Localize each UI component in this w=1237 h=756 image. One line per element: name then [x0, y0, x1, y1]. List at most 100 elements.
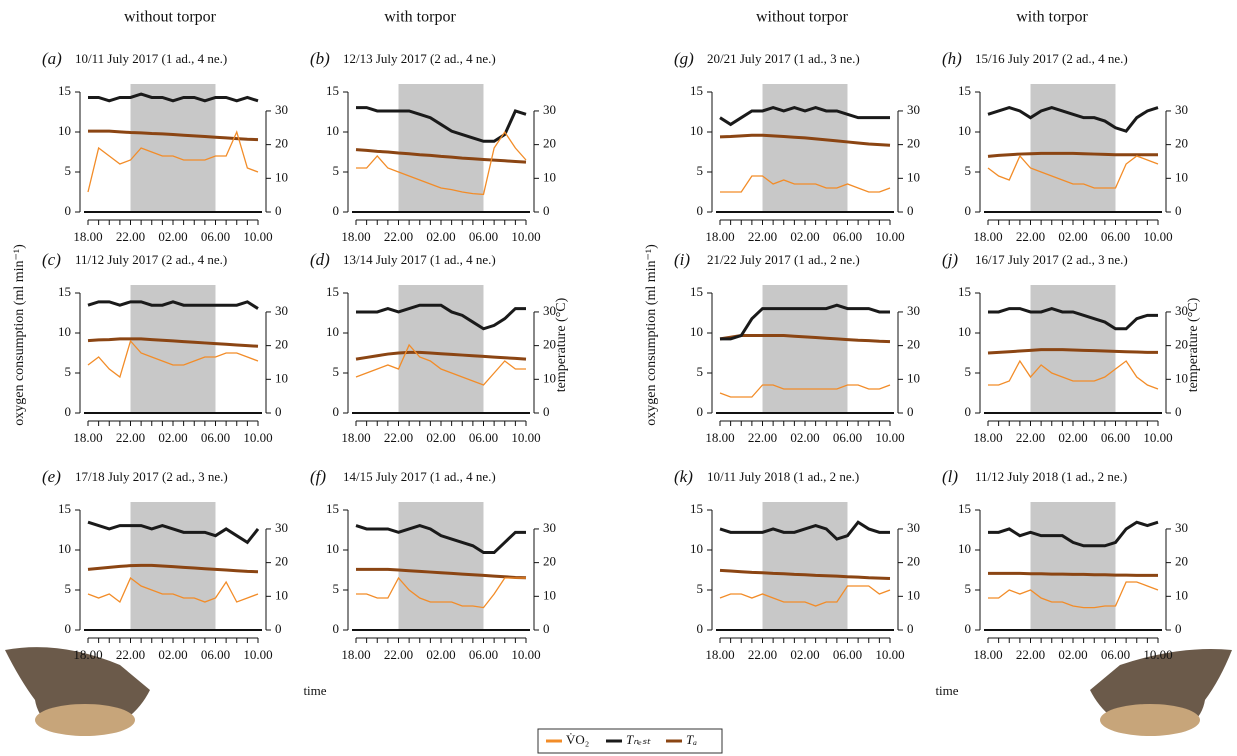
- y2-tick-label: 0: [543, 203, 550, 218]
- x-tick-label: 06.00: [833, 229, 862, 244]
- y-tick-label: 0: [965, 404, 972, 419]
- y-tick-label: 0: [333, 621, 340, 636]
- series-line: [87, 339, 259, 379]
- y2-tick-label: 0: [907, 621, 914, 636]
- y-axis-label: oxygen consumption (ml min⁻¹): [644, 244, 659, 426]
- y-tick-label: 10: [690, 123, 703, 138]
- y2-tick-label: 10: [543, 587, 556, 602]
- series-line: [356, 130, 527, 196]
- series-line: [87, 576, 259, 604]
- x-tick-label: 10.00: [1143, 647, 1172, 662]
- x-tick-label: 18.00: [73, 229, 102, 244]
- x-axis-label: time: [303, 683, 326, 698]
- x-tick-label: 18.00: [341, 647, 370, 662]
- x-tick-label: 02.00: [426, 229, 455, 244]
- series-line: [988, 307, 1158, 331]
- night-shade: [398, 84, 484, 212]
- y-tick-label: 15: [326, 284, 339, 299]
- y2-tick-label: 30: [1175, 102, 1188, 117]
- x-tick-label: 18.00: [73, 430, 102, 445]
- x-tick-label: 02.00: [790, 430, 819, 445]
- x-tick-label: 10.00: [1143, 430, 1172, 445]
- y2-tick-label: 0: [543, 404, 550, 419]
- column-header: without torpor: [124, 9, 217, 26]
- series-line: [988, 359, 1159, 390]
- bird-left: [5, 647, 150, 736]
- y2-tick-label: 10: [1175, 587, 1188, 602]
- x-tick-label: 02.00: [790, 229, 819, 244]
- x-tick-label: 10.00: [511, 647, 540, 662]
- x-tick-label: 06.00: [469, 430, 498, 445]
- series-line: [87, 563, 259, 574]
- y-tick-label: 10: [958, 324, 971, 339]
- x-tick-label: 10.00: [243, 430, 272, 445]
- series-line: [719, 133, 891, 147]
- panel-label: (k): [674, 467, 693, 486]
- series-line: [355, 343, 526, 386]
- x-tick-label: 06.00: [469, 647, 498, 662]
- y2-tick-label: 0: [907, 203, 914, 218]
- series-line: [356, 106, 527, 143]
- y-tick-label: 0: [697, 404, 704, 419]
- x-tick-label: 18.00: [973, 430, 1002, 445]
- y-tick-label: 10: [958, 541, 971, 556]
- y2-tick-label: 10: [907, 587, 920, 602]
- panel-label: (f): [310, 467, 326, 486]
- x-tick-label: 22.00: [1016, 430, 1045, 445]
- y2-tick-label: 30: [275, 520, 288, 535]
- y-tick-label: 15: [958, 284, 971, 299]
- series-line: [355, 148, 527, 164]
- y2-tick-label: 30: [543, 520, 556, 535]
- y2-tick-label: 20: [1175, 337, 1188, 352]
- panel-label: (a): [42, 49, 62, 68]
- night-shade: [1030, 84, 1116, 212]
- legend-box: [537, 728, 723, 754]
- x-tick-label: 06.00: [833, 430, 862, 445]
- x-tick-label: 22.00: [748, 229, 777, 244]
- y2-axis-label: temperature (°C): [554, 297, 569, 392]
- x-tick-label: 02.00: [158, 647, 187, 662]
- y2-tick-label: 30: [275, 303, 288, 318]
- y2-tick-label: 20: [907, 337, 920, 352]
- legend-label: V̇O₂: [566, 732, 589, 747]
- series-line: [356, 567, 527, 580]
- panel-label: (g): [674, 49, 694, 68]
- x-tick-label: 22.00: [1016, 229, 1045, 244]
- x-tick-label: 02.00: [1058, 647, 1087, 662]
- series-line: [720, 303, 890, 341]
- x-tick-label: 06.00: [201, 647, 230, 662]
- panel-title: 12/13 July 2017 (2 ad., 4 ne.): [343, 51, 496, 66]
- legend-label: Tₙₑₛₜ: [626, 732, 652, 747]
- y2-tick-label: 20: [275, 136, 288, 151]
- panel-title: 14/15 July 2017 (1 ad., 4 ne.): [343, 469, 496, 484]
- series-line: [719, 106, 890, 127]
- y-tick-label: 5: [965, 163, 972, 178]
- x-tick-label: 18.00: [341, 430, 370, 445]
- panel-label: (h): [942, 49, 962, 68]
- y2-tick-label: 30: [907, 520, 920, 535]
- x-tick-label: 10.00: [875, 647, 904, 662]
- x-axis-label: time: [935, 683, 958, 698]
- x-tick-label: 22.00: [116, 229, 145, 244]
- series-line: [987, 151, 1158, 158]
- y-tick-label: 0: [65, 203, 72, 218]
- x-tick-label: 18.00: [73, 647, 102, 662]
- x-tick-label: 10.00: [243, 647, 272, 662]
- x-tick-label: 10.00: [511, 229, 540, 244]
- x-tick-label: 02.00: [1058, 430, 1087, 445]
- column-header: with torpor: [1016, 9, 1088, 26]
- night-shade: [130, 84, 216, 212]
- y2-tick-label: 20: [907, 554, 920, 569]
- panel-label: (e): [42, 467, 61, 486]
- x-tick-label: 02.00: [1058, 229, 1087, 244]
- y-tick-label: 0: [697, 621, 704, 636]
- night-shade: [398, 502, 484, 630]
- y-tick-label: 5: [65, 364, 72, 379]
- x-tick-label: 10.00: [1143, 229, 1172, 244]
- y-tick-label: 15: [326, 501, 339, 516]
- series-line: [719, 520, 890, 541]
- panel-label: (d): [310, 250, 330, 269]
- panel-title: 11/12 July 2017 (2 ad., 4 ne.): [75, 252, 227, 267]
- series-line: [719, 568, 891, 580]
- panel-title: 11/12 July 2018 (1 ad., 2 ne.): [975, 469, 1127, 484]
